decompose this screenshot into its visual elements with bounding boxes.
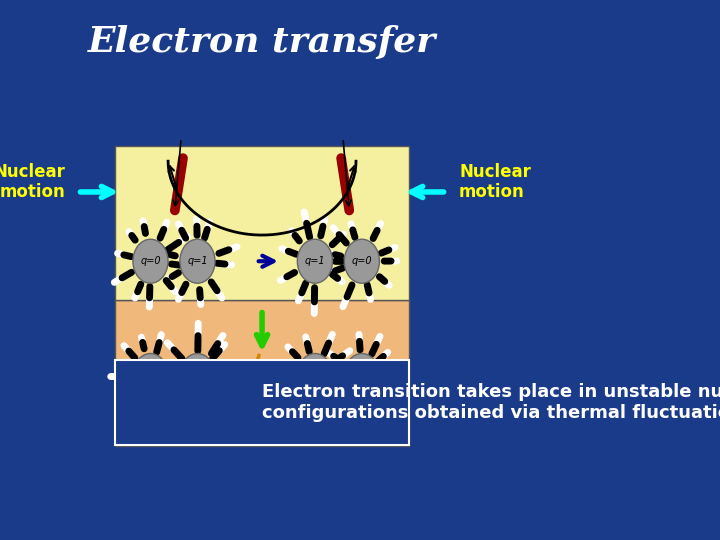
Ellipse shape (180, 239, 215, 283)
Text: Nuclear
motion: Nuclear motion (0, 163, 65, 201)
Ellipse shape (344, 239, 379, 283)
Text: q=1: q=1 (305, 370, 325, 381)
Ellipse shape (344, 354, 379, 397)
Ellipse shape (133, 354, 168, 397)
Text: q=1: q=1 (187, 256, 208, 266)
Ellipse shape (297, 354, 333, 397)
Text: q=1: q=1 (187, 370, 208, 381)
Text: q=0: q=0 (140, 370, 161, 381)
Bar (115, 300, 409, 446)
Text: Electron transition takes place in unstable nuclear
configurations obtained via : Electron transition takes place in unsta… (262, 383, 720, 422)
Text: q=0: q=0 (140, 256, 161, 266)
Text: q=0: q=0 (351, 256, 372, 266)
Ellipse shape (180, 354, 215, 397)
Ellipse shape (297, 239, 333, 283)
Text: q=1: q=1 (305, 256, 325, 266)
Bar (115, 146, 409, 300)
Text: q=0: q=0 (351, 370, 372, 381)
Bar (115, 360, 409, 445)
Text: Nuclear
motion: Nuclear motion (459, 163, 531, 201)
Text: Electron transfer: Electron transfer (88, 25, 436, 59)
Ellipse shape (133, 239, 168, 283)
